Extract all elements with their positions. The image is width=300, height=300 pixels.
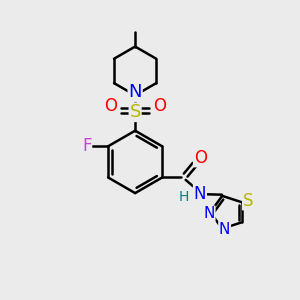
Text: N: N bbox=[219, 222, 230, 237]
Text: N: N bbox=[194, 184, 206, 202]
Text: N: N bbox=[203, 206, 215, 221]
Text: O: O bbox=[104, 97, 117, 115]
Text: H: H bbox=[179, 190, 189, 203]
Text: O: O bbox=[154, 97, 166, 115]
Text: S: S bbox=[130, 103, 141, 121]
Text: S: S bbox=[243, 192, 253, 210]
Text: F: F bbox=[82, 137, 92, 155]
Text: O: O bbox=[194, 148, 207, 166]
Text: N: N bbox=[128, 83, 142, 101]
